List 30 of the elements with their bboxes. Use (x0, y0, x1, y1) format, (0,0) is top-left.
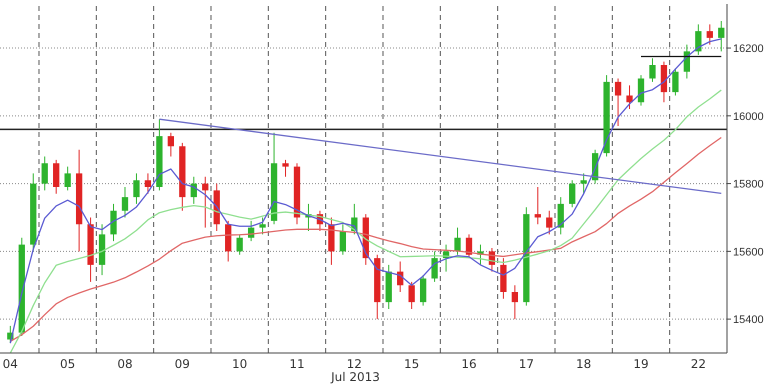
candlestick (569, 180, 576, 208)
x-tick-label: 22 (690, 357, 706, 371)
x-tick-label: 16 (461, 357, 477, 371)
candlestick (534, 186, 541, 224)
line-series (10, 38, 722, 344)
candlestick (706, 24, 713, 45)
y-tick-label: 15600 (733, 246, 764, 258)
x-tick-label: 15 (404, 357, 420, 371)
line-series (10, 89, 722, 353)
candlestick (168, 132, 174, 156)
x-tick-label: 11 (289, 357, 305, 371)
candlestick (202, 176, 208, 228)
y-tick-label: 16200 (733, 43, 764, 56)
candlestick (512, 285, 518, 320)
y-tick-label: 15800 (733, 178, 764, 191)
x-tick-label: 12 (346, 357, 362, 371)
x-tick-label: 10 (232, 357, 248, 371)
candlestick (64, 166, 71, 190)
y-tick-label: 16000 (733, 110, 764, 123)
x-tick-label: 18 (576, 357, 592, 371)
x-tick-label: 17 (518, 357, 534, 371)
x-tick-label: 05 (60, 357, 76, 371)
x-axis-title: Jul 2013 (330, 370, 380, 384)
y-tick-label: 15400 (733, 314, 764, 326)
x-tick-label: 04 (2, 357, 18, 371)
candlestick (718, 20, 724, 52)
line-series (10, 136, 722, 342)
x-tick-label: 19 (633, 357, 649, 371)
x-tick-label: 09 (174, 357, 190, 371)
x-tick-label: 08 (117, 357, 133, 371)
